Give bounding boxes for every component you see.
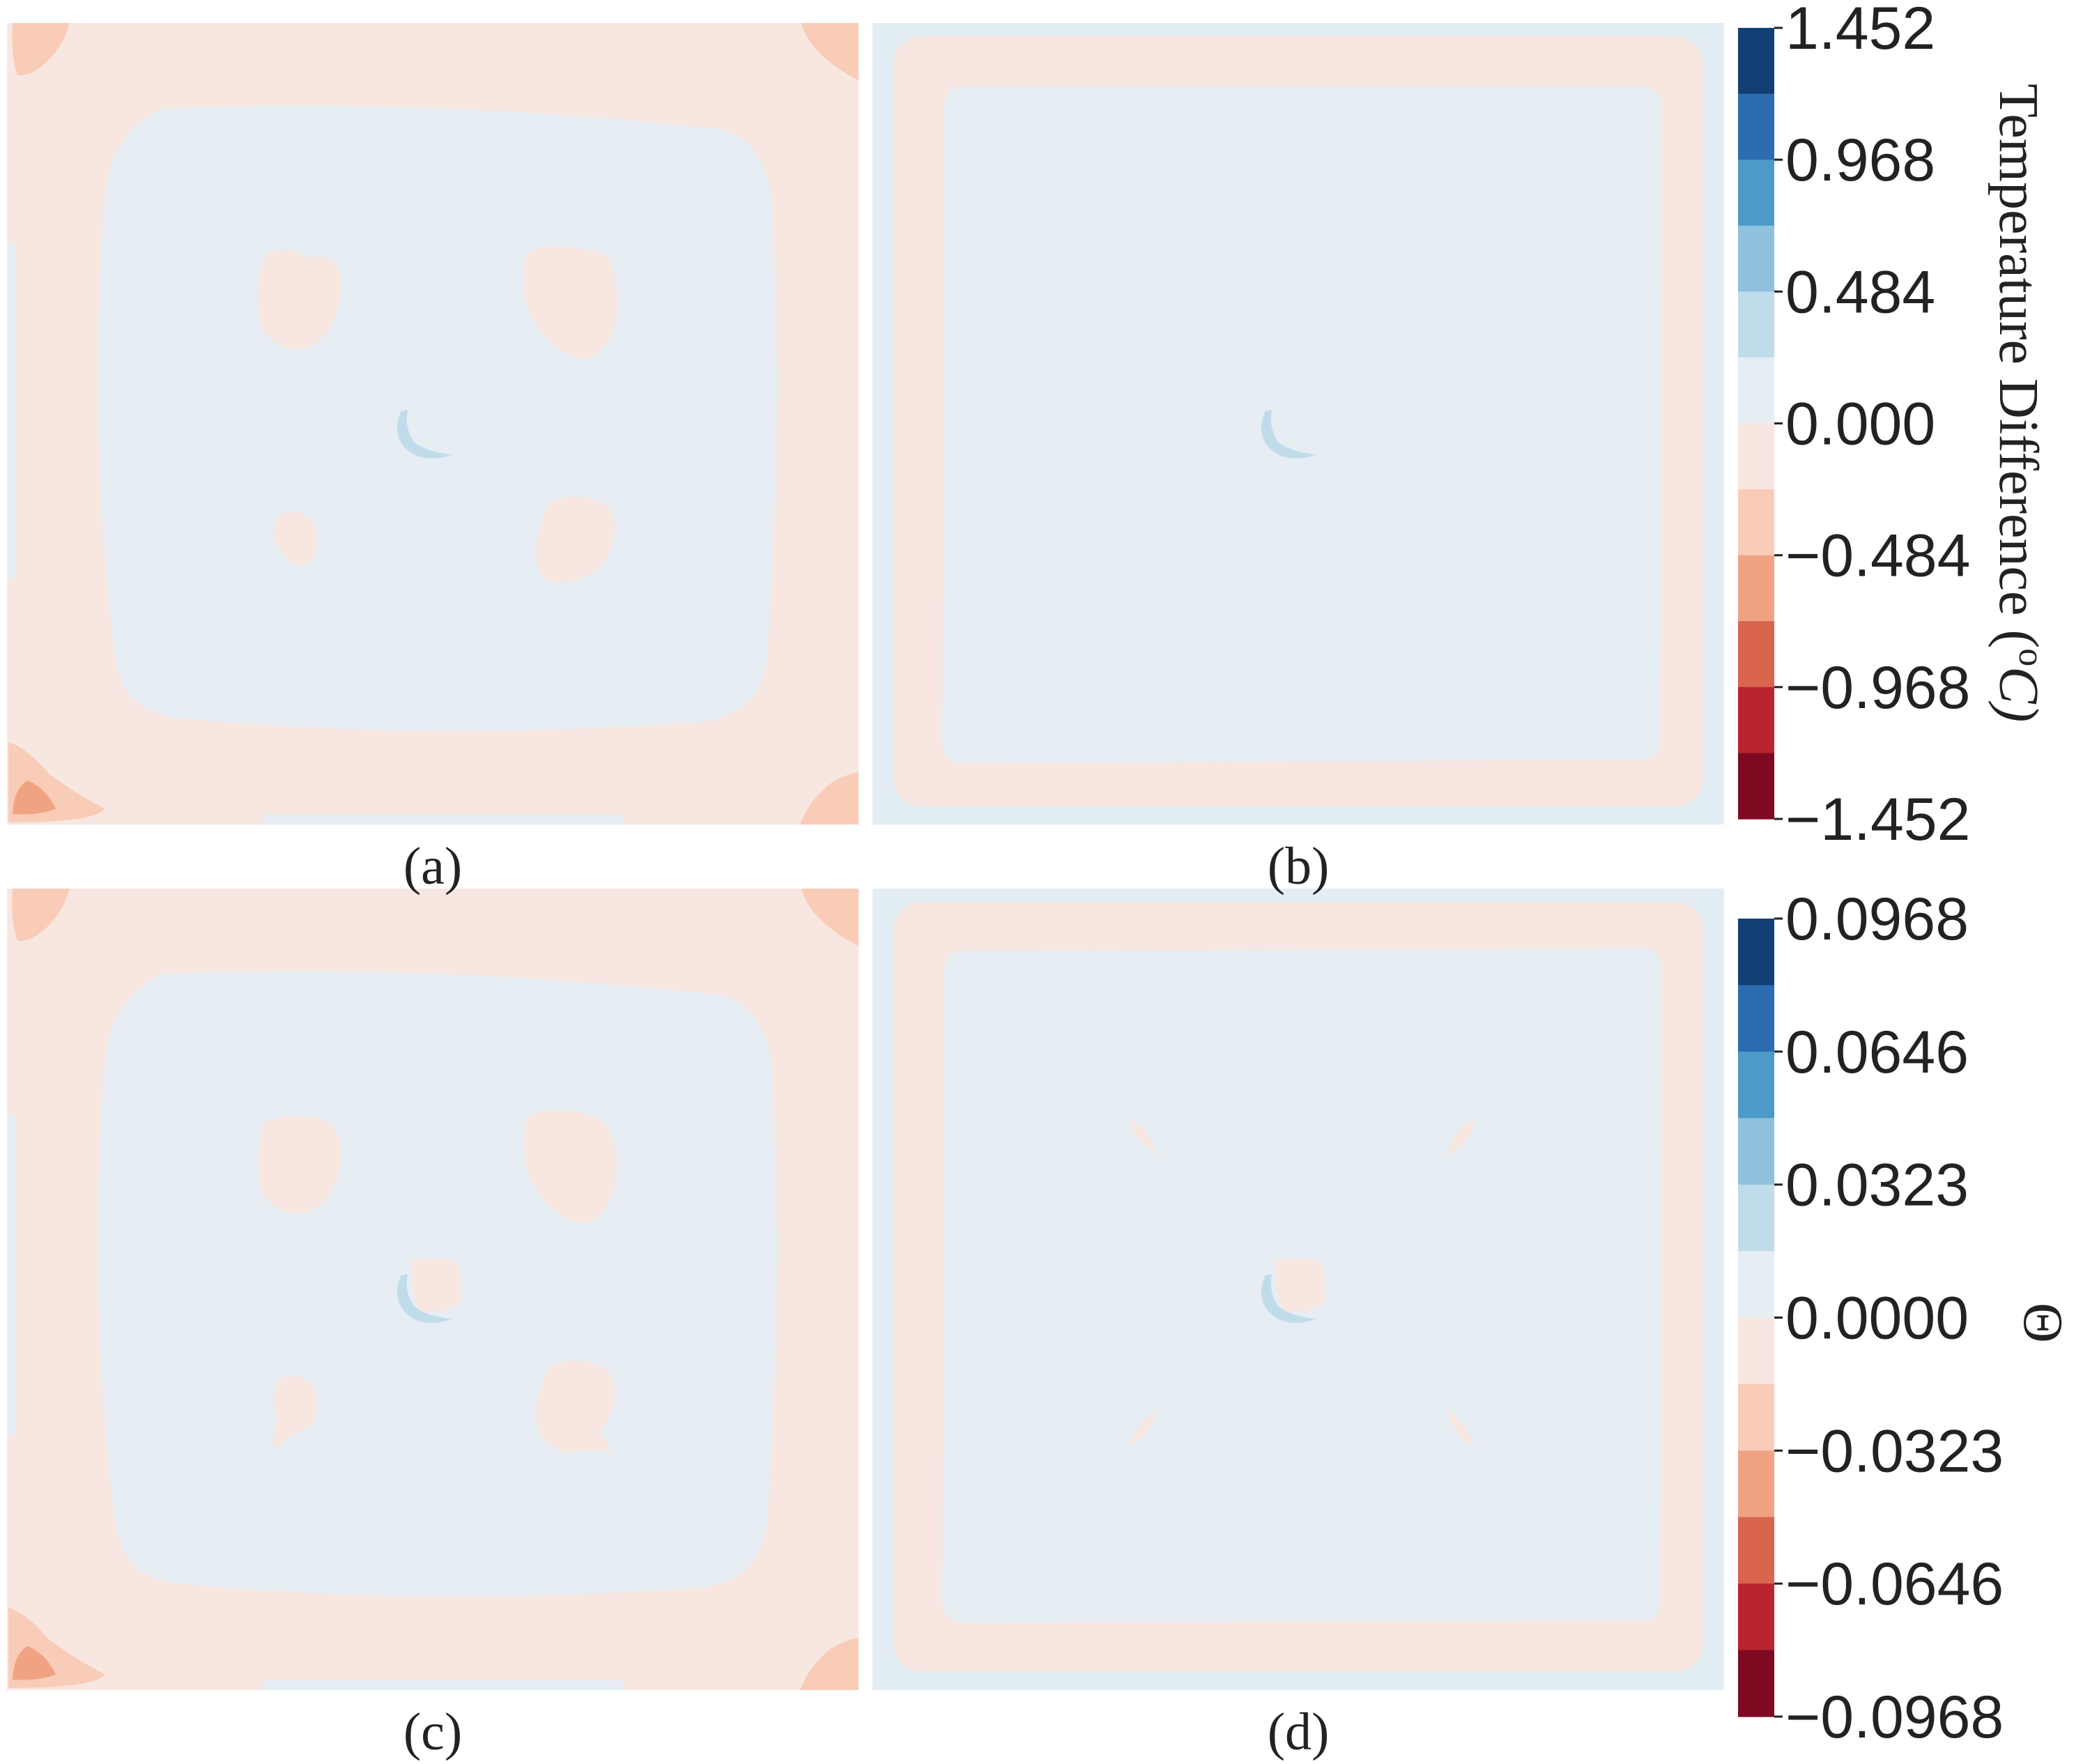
colorbar-top-tick-label-4: −0.484	[1785, 523, 1970, 590]
colorbar-top-segment-5	[1738, 357, 1774, 424]
colorbar-bottom-segment-7	[1738, 1383, 1774, 1451]
panel-c-bottom-edge-positive	[261, 1680, 626, 1690]
colorbar-top-segment-11	[1738, 753, 1774, 820]
colorbar-top-tick-label-0: 1.452	[1785, 0, 1935, 62]
panel-d	[873, 889, 1724, 1690]
colorbar-top-tick-label-2: 0.484	[1785, 259, 1935, 325]
panel-b	[873, 23, 1724, 825]
colorbar-top-segment-9	[1738, 621, 1774, 688]
panel-d-sliver-tl	[1129, 1119, 1158, 1157]
panel-c-top-left-corner	[12, 889, 70, 942]
colorbar-bottom-segment-8	[1738, 1450, 1774, 1518]
panel-c-left-edge-positive	[7, 1115, 15, 1436]
panel-a	[7, 23, 859, 825]
panel-c-bottom-right-corner	[800, 1638, 859, 1690]
colorbar-temperature: 1.452 0.968 0.484 0.000 −0.484 −0.968 −1.452	[1738, 0, 1970, 853]
colorbar-top-segment-2	[1738, 160, 1774, 227]
panel-c	[7, 889, 859, 1690]
panel-c-blob-center	[410, 1258, 463, 1312]
panel-a-left-edge-positive	[7, 244, 15, 578]
panel-c-blob-tr	[523, 1110, 617, 1223]
panel-a-interior-region	[98, 105, 777, 731]
panel-a-bottom-edge-positive	[261, 814, 626, 825]
panel-a-blob-br	[535, 496, 615, 582]
colorbar-bottom-segment-6	[1738, 1317, 1774, 1385]
panel-d-sliver-tr	[1446, 1119, 1474, 1157]
colorbar-top-segment-3	[1738, 225, 1774, 292]
panel-a-top-right-corner	[801, 23, 859, 80]
colorbar-top-title-degree: o	[2011, 648, 2051, 666]
panel-b-interior-region	[942, 87, 1662, 763]
colorbar-theta: 0.0968 0.0646 0.0323 0.0000 −0.0323 −0.0646 −0…	[1738, 886, 2004, 1751]
panel-c-top-right-corner	[801, 889, 859, 946]
colorbar-top-title-unit: C)	[1988, 666, 2049, 722]
panel-d-center-crescent	[1261, 1274, 1317, 1324]
colorbar-top-segment-0	[1738, 28, 1774, 95]
colorbar-bottom-tick-label-3: 0.0000	[1785, 1285, 1969, 1352]
colorbar-bottom-segment-5	[1738, 1251, 1774, 1319]
colorbar-bottom-segment-1	[1738, 985, 1774, 1052]
panel-label-b: (b)	[1268, 837, 1330, 896]
panel-a-blob-bl	[273, 512, 318, 565]
colorbar-top-segment-10	[1738, 687, 1774, 754]
panel-c-blob-br	[536, 1360, 615, 1453]
panel-c-bottom-left-hot	[13, 1646, 56, 1680]
panel-d-blob-center	[1275, 1258, 1327, 1312]
colorbar-bottom-tick-label-1: 0.0646	[1785, 1019, 1969, 1086]
colorbar-bottom-segment-10	[1738, 1583, 1774, 1651]
panel-a-center-crescent	[397, 410, 453, 459]
colorbar-top-title-main: Temperature Difference (	[1988, 84, 2049, 648]
colorbar-bottom-segment-4	[1738, 1184, 1774, 1252]
colorbar-top-title: Temperature Difference (oC)	[1988, 84, 2051, 722]
colorbar-top-segment-8	[1738, 555, 1774, 622]
panel-label-c: (c)	[403, 1703, 462, 1761]
colorbar-bottom-tick-label-5: −0.0646	[1785, 1551, 2004, 1618]
panel-c-blob-tl	[259, 1116, 341, 1213]
panel-d-sliver-bl	[1129, 1408, 1158, 1446]
panel-a-bottom-right-corner	[800, 772, 859, 825]
colorbar-top-tick-label-6: −1.452	[1785, 786, 1970, 853]
colorbar-bottom-tick-label-0: 0.0968	[1785, 886, 1969, 953]
panel-a-bottom-left-hot	[13, 781, 56, 815]
panel-label-a: (a)	[403, 837, 462, 896]
colorbar-top-tick-label-1: 0.968	[1785, 127, 1935, 194]
panel-d-sliver-br	[1446, 1408, 1474, 1446]
colorbar-bottom-segment-11	[1738, 1650, 1774, 1717]
panel-c-center-crescent	[397, 1274, 453, 1324]
colorbar-top-tick-label-5: −0.968	[1785, 654, 1970, 721]
colorbar-bottom-segment-2	[1738, 1051, 1774, 1119]
colorbar-bottom-tick-label-2: 0.0323	[1785, 1152, 1969, 1219]
colorbar-bottom-segment-0	[1738, 919, 1774, 986]
colorbar-bottom-title: Θ	[2012, 1303, 2073, 1343]
colorbar-bottom-segment-9	[1738, 1517, 1774, 1584]
panel-a-top-left-corner	[12, 23, 70, 76]
colorbar-bottom-tick-label-4: −0.0323	[1785, 1418, 2004, 1485]
colorbar-top-segment-7	[1738, 489, 1774, 556]
colorbar-bottom-segment-3	[1738, 1118, 1774, 1186]
colorbar-top-segment-4	[1738, 291, 1774, 358]
panel-a-blob-tr	[523, 245, 617, 359]
panel-c-blob-bl	[272, 1376, 318, 1450]
panel-a-blob-tl	[257, 250, 341, 349]
colorbar-top-tick-label-3: 0.000	[1785, 391, 1935, 458]
panel-label-d: (d)	[1268, 1703, 1330, 1761]
colorbar-bottom-tick-label-6: −0.0968	[1785, 1684, 2004, 1751]
panel-b-center-crescent	[1261, 410, 1317, 459]
colorbar-top-segment-6	[1738, 423, 1774, 490]
colorbar-top-segment-1	[1738, 93, 1774, 160]
